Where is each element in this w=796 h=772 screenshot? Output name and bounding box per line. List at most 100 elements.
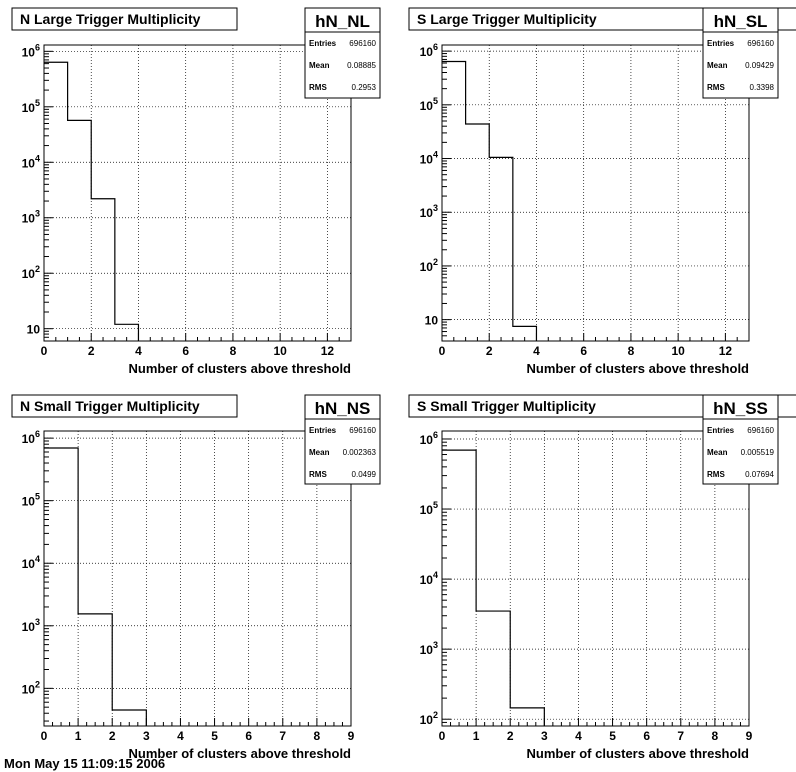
- histogram-step-line: [44, 447, 147, 726]
- y-tick-label: 105: [420, 500, 438, 517]
- stats-label: RMS: [309, 470, 327, 479]
- x-tick-label: 4: [533, 344, 540, 358]
- y-tick-label: 103: [22, 617, 40, 634]
- title-box: [11, 7, 238, 31]
- plot-frame: [441, 430, 750, 727]
- stats-label: RMS: [309, 83, 327, 92]
- stats-value: 0.002363: [343, 448, 377, 457]
- x-tick-label: 4: [575, 729, 582, 743]
- x-axis-label: Number of clusters above threshold: [129, 746, 352, 761]
- x-tick-label: 12: [719, 344, 733, 358]
- x-axis-label: Number of clusters above threshold: [527, 361, 750, 376]
- stats-value: 0.005519: [741, 448, 775, 457]
- x-tick-label: 10: [273, 344, 287, 358]
- x-tick-label: 1: [473, 729, 480, 743]
- stats-label: Entries: [309, 39, 337, 48]
- x-tick-label: 4: [135, 344, 142, 358]
- y-tick-label: 106: [420, 430, 438, 447]
- x-tick-label: 7: [677, 729, 684, 743]
- stats-box: [702, 394, 779, 485]
- x-tick-label: 5: [211, 729, 218, 743]
- histogram-step-line: [442, 60, 538, 341]
- stats-value: 0.07694: [745, 470, 774, 479]
- x-tick-label: 6: [580, 344, 587, 358]
- title-box: [11, 394, 238, 418]
- x-tick-label: 6: [643, 729, 650, 743]
- x-tick-label: 4: [177, 729, 184, 743]
- x-tick-label: 3: [541, 729, 548, 743]
- stats-label: Mean: [309, 61, 330, 70]
- timestamp-footer: Mon May 15 11:09:15 2006: [4, 756, 166, 771]
- x-tick-label: 0: [41, 344, 48, 358]
- stats-box: [304, 394, 381, 485]
- y-tick-label: 106: [420, 42, 438, 59]
- x-tick-label: 8: [712, 729, 719, 743]
- chart-title: N Small Trigger Multiplicity: [20, 398, 200, 414]
- stats-value: 0.09429: [745, 61, 774, 70]
- stats-histogram-name: hN_SL: [714, 12, 768, 31]
- x-tick-label: 2: [486, 344, 493, 358]
- y-tick-label: 106: [22, 42, 40, 59]
- y-tick-label: 102: [420, 710, 438, 727]
- plot-frame: [43, 44, 352, 342]
- x-tick-label: 2: [109, 729, 116, 743]
- stats-value: 0.08885: [347, 61, 376, 70]
- y-tick-label: 103: [420, 640, 438, 657]
- x-tick-label: 1: [75, 729, 82, 743]
- plot-frame: [441, 44, 750, 342]
- y-tick-label: 102: [420, 257, 438, 274]
- x-tick-label: 2: [507, 729, 514, 743]
- y-tick-label: 10: [27, 323, 41, 337]
- x-tick-label: 2: [88, 344, 95, 358]
- stats-value: 696160: [747, 426, 774, 435]
- y-tick-label: 105: [22, 492, 40, 509]
- stats-label: Mean: [309, 448, 330, 457]
- x-tick-label: 5: [609, 729, 616, 743]
- x-tick-label: 3: [143, 729, 150, 743]
- stats-value: 0.0499: [352, 470, 377, 479]
- x-tick-label: 0: [439, 344, 446, 358]
- stats-label: RMS: [707, 470, 725, 479]
- stats-value: 696160: [747, 39, 774, 48]
- stats-histogram-name: hN_NS: [315, 399, 371, 418]
- y-tick-label: 105: [22, 98, 40, 115]
- chart-title: S Large Trigger Multiplicity: [417, 11, 597, 27]
- stats-label: Entries: [707, 39, 735, 48]
- stats-box: [304, 7, 381, 99]
- stats-label: RMS: [707, 83, 725, 92]
- stats-histogram-name: hN_NL: [315, 12, 370, 31]
- x-tick-label: 8: [628, 344, 635, 358]
- x-tick-label: 8: [314, 729, 321, 743]
- x-tick-label: 0: [439, 729, 446, 743]
- y-tick-label: 105: [420, 96, 438, 113]
- y-tick-label: 10: [425, 314, 439, 328]
- x-tick-label: 8: [230, 344, 237, 358]
- y-tick-label: 106: [22, 429, 40, 446]
- x-tick-label: 0: [41, 729, 48, 743]
- x-axis-label: Number of clusters above threshold: [527, 746, 750, 761]
- histogram-panel-hN_SL: 0 2 4 6 8 10 12 10 102 103 104 105 106 S Large Trigge…: [408, 7, 796, 376]
- histogram-panel-hN_SS: 0 1 2 3 4 5 6 7 8 9 102 103 104 105 106 S Small Trigger…: [408, 394, 796, 761]
- y-tick-label: 102: [22, 679, 40, 696]
- stats-label: Entries: [707, 426, 735, 435]
- stats-label: Entries: [309, 426, 337, 435]
- histogram-step-line: [44, 61, 140, 341]
- y-tick-label: 104: [420, 570, 438, 587]
- x-axis-label: Number of clusters above threshold: [129, 361, 352, 376]
- stats-label: Mean: [707, 448, 728, 457]
- y-tick-label: 104: [420, 150, 438, 167]
- x-tick-label: 9: [746, 729, 753, 743]
- y-tick-label: 102: [22, 264, 40, 281]
- y-tick-label: 103: [22, 209, 40, 226]
- histogram-panel-hN_NS: 0 1 2 3 4 5 6 7 8 9 102 103 104 105 106 N Small Trigger…: [11, 394, 381, 761]
- x-tick-label: 9: [348, 729, 355, 743]
- x-tick-label: 6: [245, 729, 252, 743]
- histogram-panel-hN_NL: 0 2 4 6 8 10 12 10 102 103 104 105 106 N Large Trigge…: [11, 7, 381, 376]
- x-tick-label: 10: [671, 344, 685, 358]
- stats-value: 0.3398: [750, 83, 775, 92]
- y-tick-label: 104: [22, 153, 40, 170]
- stats-value: 696160: [349, 426, 376, 435]
- y-tick-label: 104: [22, 554, 40, 571]
- stats-histogram-name: hN_SS: [713, 399, 768, 418]
